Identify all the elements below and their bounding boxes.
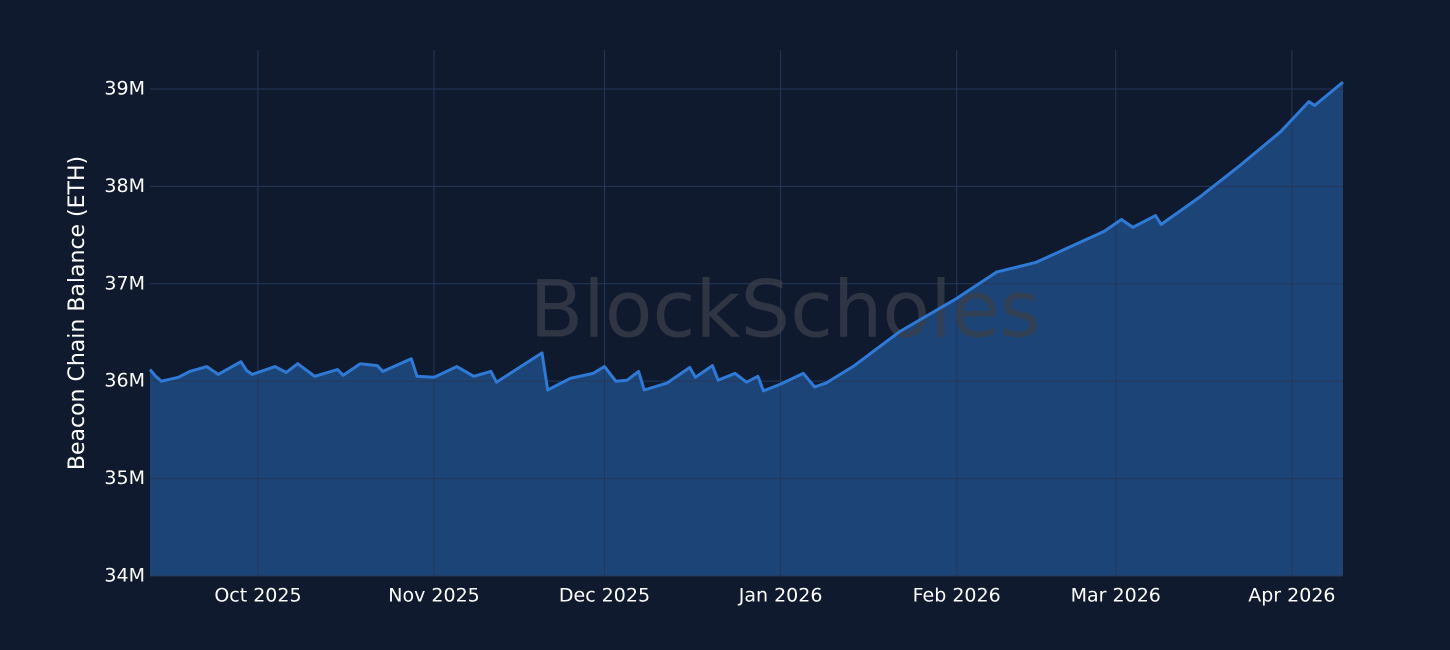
x-tick-label: Nov 2025	[388, 585, 479, 607]
watermark: BlockScholes	[530, 265, 1041, 355]
y-tick-label: 36M	[104, 370, 145, 392]
y-tick-label: 35M	[104, 467, 145, 489]
y-axis-label: Beacon Chain Balance (ETH)	[65, 156, 90, 470]
x-tick-label: Mar 2026	[1071, 585, 1161, 607]
area-fill	[150, 82, 1343, 576]
x-tick-label: Apr 2026	[1248, 585, 1335, 607]
x-tick-label: Dec 2025	[559, 585, 650, 607]
y-tick-label: 38M	[104, 175, 145, 197]
y-tick-label: 39M	[104, 77, 145, 99]
x-tick-label: Jan 2026	[738, 585, 823, 607]
x-tick-label: Feb 2026	[913, 585, 1001, 607]
y-tick-label: 34M	[104, 565, 145, 587]
series-line	[148, 80, 1344, 393]
x-tick-label: Oct 2025	[214, 585, 301, 607]
y-tick-label: 37M	[104, 272, 145, 294]
